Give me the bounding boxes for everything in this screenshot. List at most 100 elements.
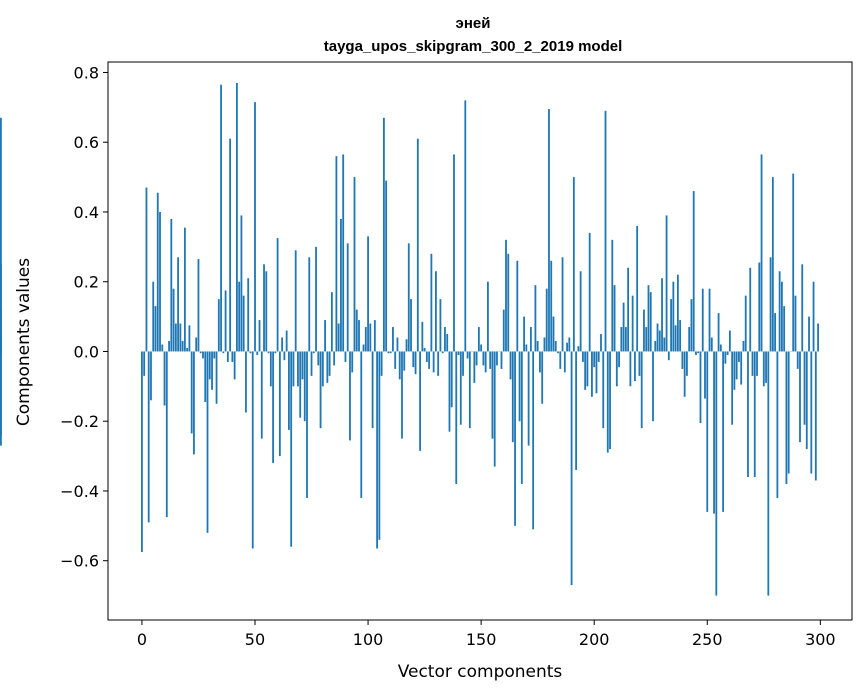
bar <box>760 154 763 352</box>
bar <box>378 351 381 540</box>
bar <box>260 351 263 439</box>
bar <box>475 351 478 366</box>
bar <box>351 351 354 373</box>
bar <box>412 351 415 368</box>
bar <box>665 215 668 352</box>
bar <box>552 316 555 352</box>
bar <box>586 351 589 387</box>
y-tick-label: −0.6 <box>60 552 99 571</box>
bar <box>337 323 340 352</box>
bar <box>213 351 216 359</box>
bar <box>150 351 152 401</box>
bar <box>364 327 367 352</box>
bar <box>376 351 379 549</box>
bar <box>794 295 797 352</box>
bar <box>805 351 808 450</box>
bar <box>484 351 487 373</box>
plot-frame <box>107 61 853 621</box>
bar <box>568 337 571 352</box>
bar <box>674 325 677 352</box>
bar <box>500 351 503 369</box>
bar <box>758 262 761 352</box>
y-tick-label: 0.8 <box>74 63 99 82</box>
bar <box>299 351 302 418</box>
bar <box>464 100 467 352</box>
x-tick-label: 0 <box>137 630 147 649</box>
x-tick-label: 250 <box>692 630 723 649</box>
bar <box>686 351 688 376</box>
bar <box>713 351 715 514</box>
bar <box>310 351 313 376</box>
bar <box>340 218 342 352</box>
bar <box>292 351 295 387</box>
bar <box>726 351 729 355</box>
bar <box>165 351 168 518</box>
bar <box>681 351 684 369</box>
bar <box>796 351 799 369</box>
y-tick-label: −0.2 <box>60 412 99 431</box>
bar <box>385 180 388 352</box>
bar <box>398 351 401 380</box>
bar <box>509 351 512 380</box>
bar <box>661 278 663 352</box>
bar <box>620 327 623 352</box>
bar <box>679 320 682 352</box>
bar <box>199 351 202 354</box>
bar <box>767 351 770 596</box>
bar <box>407 243 410 352</box>
bar <box>360 351 363 498</box>
bar <box>202 351 204 359</box>
bar <box>473 351 476 383</box>
bar <box>394 351 397 369</box>
bar <box>154 306 157 352</box>
bar <box>453 154 455 352</box>
bar <box>724 351 727 364</box>
bar <box>640 351 643 429</box>
bar <box>410 299 412 352</box>
bar <box>776 351 779 498</box>
bar <box>294 250 297 352</box>
bar <box>622 302 625 352</box>
bar <box>602 351 605 429</box>
bar <box>414 351 417 375</box>
bar <box>367 236 369 352</box>
bar <box>455 351 458 484</box>
bar <box>349 351 351 441</box>
bar <box>514 351 516 526</box>
bar <box>188 325 191 352</box>
bar <box>308 257 311 352</box>
bar <box>152 281 155 352</box>
bar <box>163 351 166 406</box>
bar <box>771 177 774 352</box>
y-tick-label: 0.4 <box>74 203 99 222</box>
bar <box>561 257 564 352</box>
bar <box>362 344 365 352</box>
bar <box>303 351 306 422</box>
bar <box>183 227 186 352</box>
bar <box>516 260 519 352</box>
bar <box>324 320 326 352</box>
bar <box>342 154 345 352</box>
bar <box>204 351 207 403</box>
bar <box>545 288 548 352</box>
bar <box>593 351 596 368</box>
bar <box>656 323 659 352</box>
bar <box>803 351 806 425</box>
bar <box>808 316 810 352</box>
bar <box>753 351 756 478</box>
bar <box>706 351 709 512</box>
bar <box>256 351 259 355</box>
bar <box>446 334 449 352</box>
bar <box>387 351 390 354</box>
chart-subtitle: tayga_upos_skipgram_300_2_2019 model <box>324 38 623 55</box>
bar <box>0 117 2 352</box>
bar <box>557 351 559 354</box>
bar <box>236 82 238 352</box>
bar <box>647 285 650 352</box>
bar <box>141 351 143 552</box>
bar <box>518 351 521 422</box>
bar <box>643 309 645 352</box>
bar <box>193 351 195 455</box>
bar <box>559 351 562 369</box>
bar <box>783 306 786 352</box>
